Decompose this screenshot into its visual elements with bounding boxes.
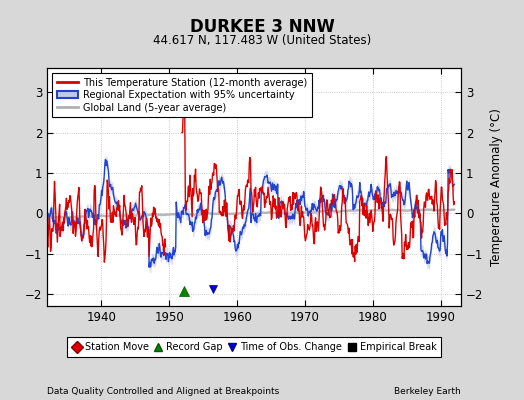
Legend: Station Move, Record Gap, Time of Obs. Change, Empirical Break: Station Move, Record Gap, Time of Obs. C… [67,337,441,357]
Text: Berkeley Earth: Berkeley Earth [395,387,461,396]
Y-axis label: Temperature Anomaly (°C): Temperature Anomaly (°C) [490,108,503,266]
Text: DURKEE 3 NNW: DURKEE 3 NNW [190,18,334,36]
Text: Data Quality Controlled and Aligned at Breakpoints: Data Quality Controlled and Aligned at B… [47,387,279,396]
Text: 44.617 N, 117.483 W (United States): 44.617 N, 117.483 W (United States) [153,34,371,47]
Legend: This Temperature Station (12-month average), Regional Expectation with 95% uncer: This Temperature Station (12-month avera… [52,73,312,118]
